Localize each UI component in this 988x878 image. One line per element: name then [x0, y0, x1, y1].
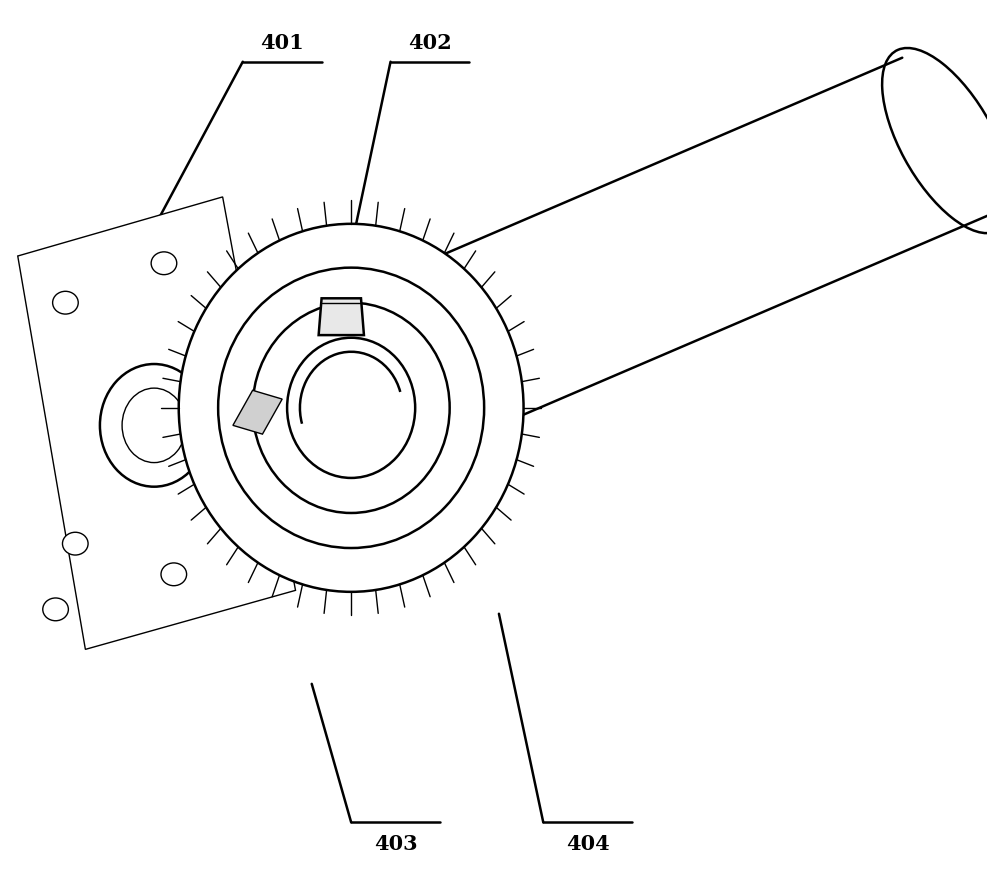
- Ellipse shape: [288, 338, 415, 479]
- Text: 404: 404: [566, 833, 610, 853]
- Text: 403: 403: [373, 833, 417, 853]
- Polygon shape: [351, 59, 988, 453]
- Polygon shape: [18, 198, 295, 650]
- Ellipse shape: [882, 49, 988, 234]
- Polygon shape: [319, 299, 364, 335]
- Ellipse shape: [179, 225, 524, 592]
- Text: 401: 401: [260, 33, 304, 54]
- Ellipse shape: [218, 269, 484, 549]
- Circle shape: [161, 564, 187, 586]
- Circle shape: [52, 292, 78, 314]
- Polygon shape: [233, 391, 283, 435]
- Ellipse shape: [100, 364, 208, 487]
- Polygon shape: [31, 212, 283, 636]
- Ellipse shape: [253, 303, 450, 514]
- Circle shape: [42, 598, 68, 621]
- Ellipse shape: [123, 389, 186, 463]
- Circle shape: [62, 533, 88, 556]
- Circle shape: [151, 253, 177, 276]
- Text: 402: 402: [408, 33, 452, 54]
- Circle shape: [206, 489, 231, 512]
